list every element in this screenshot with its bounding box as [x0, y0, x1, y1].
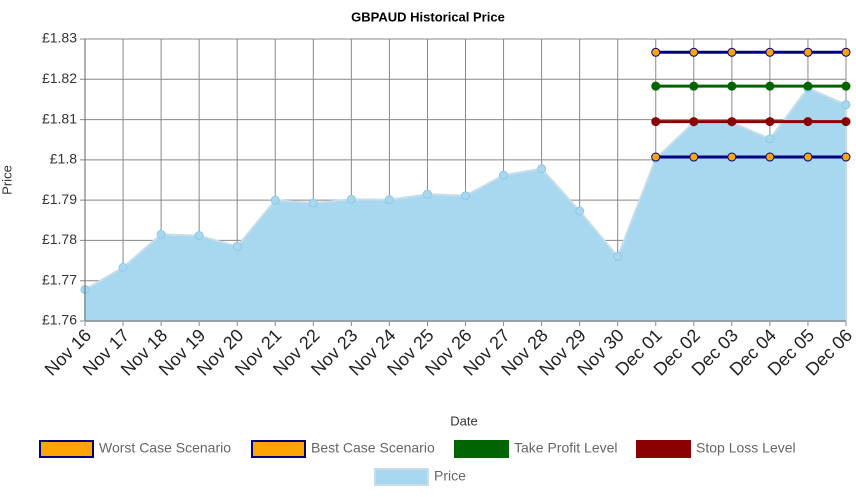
legend-swatch	[454, 440, 509, 458]
price-point	[232, 241, 242, 251]
level-point	[841, 117, 851, 127]
price-point	[841, 100, 851, 110]
x-axis-label: Date	[450, 413, 477, 428]
legend-swatch	[374, 468, 429, 486]
y-tick-label: £1.83	[42, 30, 77, 46]
level-point	[765, 47, 775, 57]
level-point	[841, 47, 851, 57]
price-point	[499, 170, 509, 180]
price-area	[84, 86, 847, 322]
legend-label: Price	[434, 468, 466, 484]
level-point	[689, 117, 699, 127]
y-tick-label: £1.76	[42, 312, 77, 328]
level-point	[841, 81, 851, 91]
level-point	[651, 81, 661, 91]
legend-swatch	[636, 440, 691, 458]
level-point	[689, 152, 699, 162]
price-point	[308, 198, 318, 208]
price-point	[346, 194, 356, 204]
price-point	[156, 229, 166, 239]
level-point	[689, 47, 699, 57]
level-point	[803, 117, 813, 127]
price-point	[461, 191, 470, 201]
level-point	[841, 152, 851, 162]
level-point	[765, 81, 775, 91]
price-point	[422, 189, 432, 199]
chart-title: GBPAUD Historical Price	[351, 9, 505, 24]
y-axis-label: Price	[0, 165, 14, 195]
level-point	[651, 117, 661, 127]
y-tick-label: £1.79	[42, 191, 77, 207]
level-point	[765, 117, 775, 127]
level-point	[727, 117, 737, 127]
legend-label: Stop Loss Level	[696, 440, 796, 456]
price-point	[765, 134, 775, 144]
price-point	[118, 262, 128, 272]
y-tick-label: £1.82	[42, 70, 77, 86]
y-tick-label: £1.8	[50, 151, 77, 167]
legend-label: Take Profit Level	[514, 440, 618, 456]
level-point	[803, 47, 813, 57]
y-tick-label: £1.78	[42, 231, 77, 247]
price-point	[384, 195, 394, 205]
price-point	[537, 164, 547, 174]
price-point	[613, 252, 623, 262]
level-point	[727, 47, 737, 57]
level-point	[765, 152, 775, 162]
price-point	[575, 206, 585, 216]
level-point	[651, 152, 661, 162]
price-point	[270, 195, 280, 205]
legend-label: Best Case Scenario	[311, 440, 435, 456]
legend-swatch	[39, 440, 94, 458]
level-point	[651, 47, 661, 57]
level-point	[803, 81, 813, 91]
y-tick-label: £1.81	[42, 110, 77, 126]
level-point	[727, 152, 737, 162]
price-point	[194, 231, 204, 241]
legend-swatch	[251, 440, 306, 458]
level-point	[803, 152, 813, 162]
level-point	[727, 81, 737, 91]
y-tick-label: £1.77	[42, 271, 77, 287]
legend-label: Worst Case Scenario	[99, 440, 231, 456]
level-point	[689, 81, 699, 91]
